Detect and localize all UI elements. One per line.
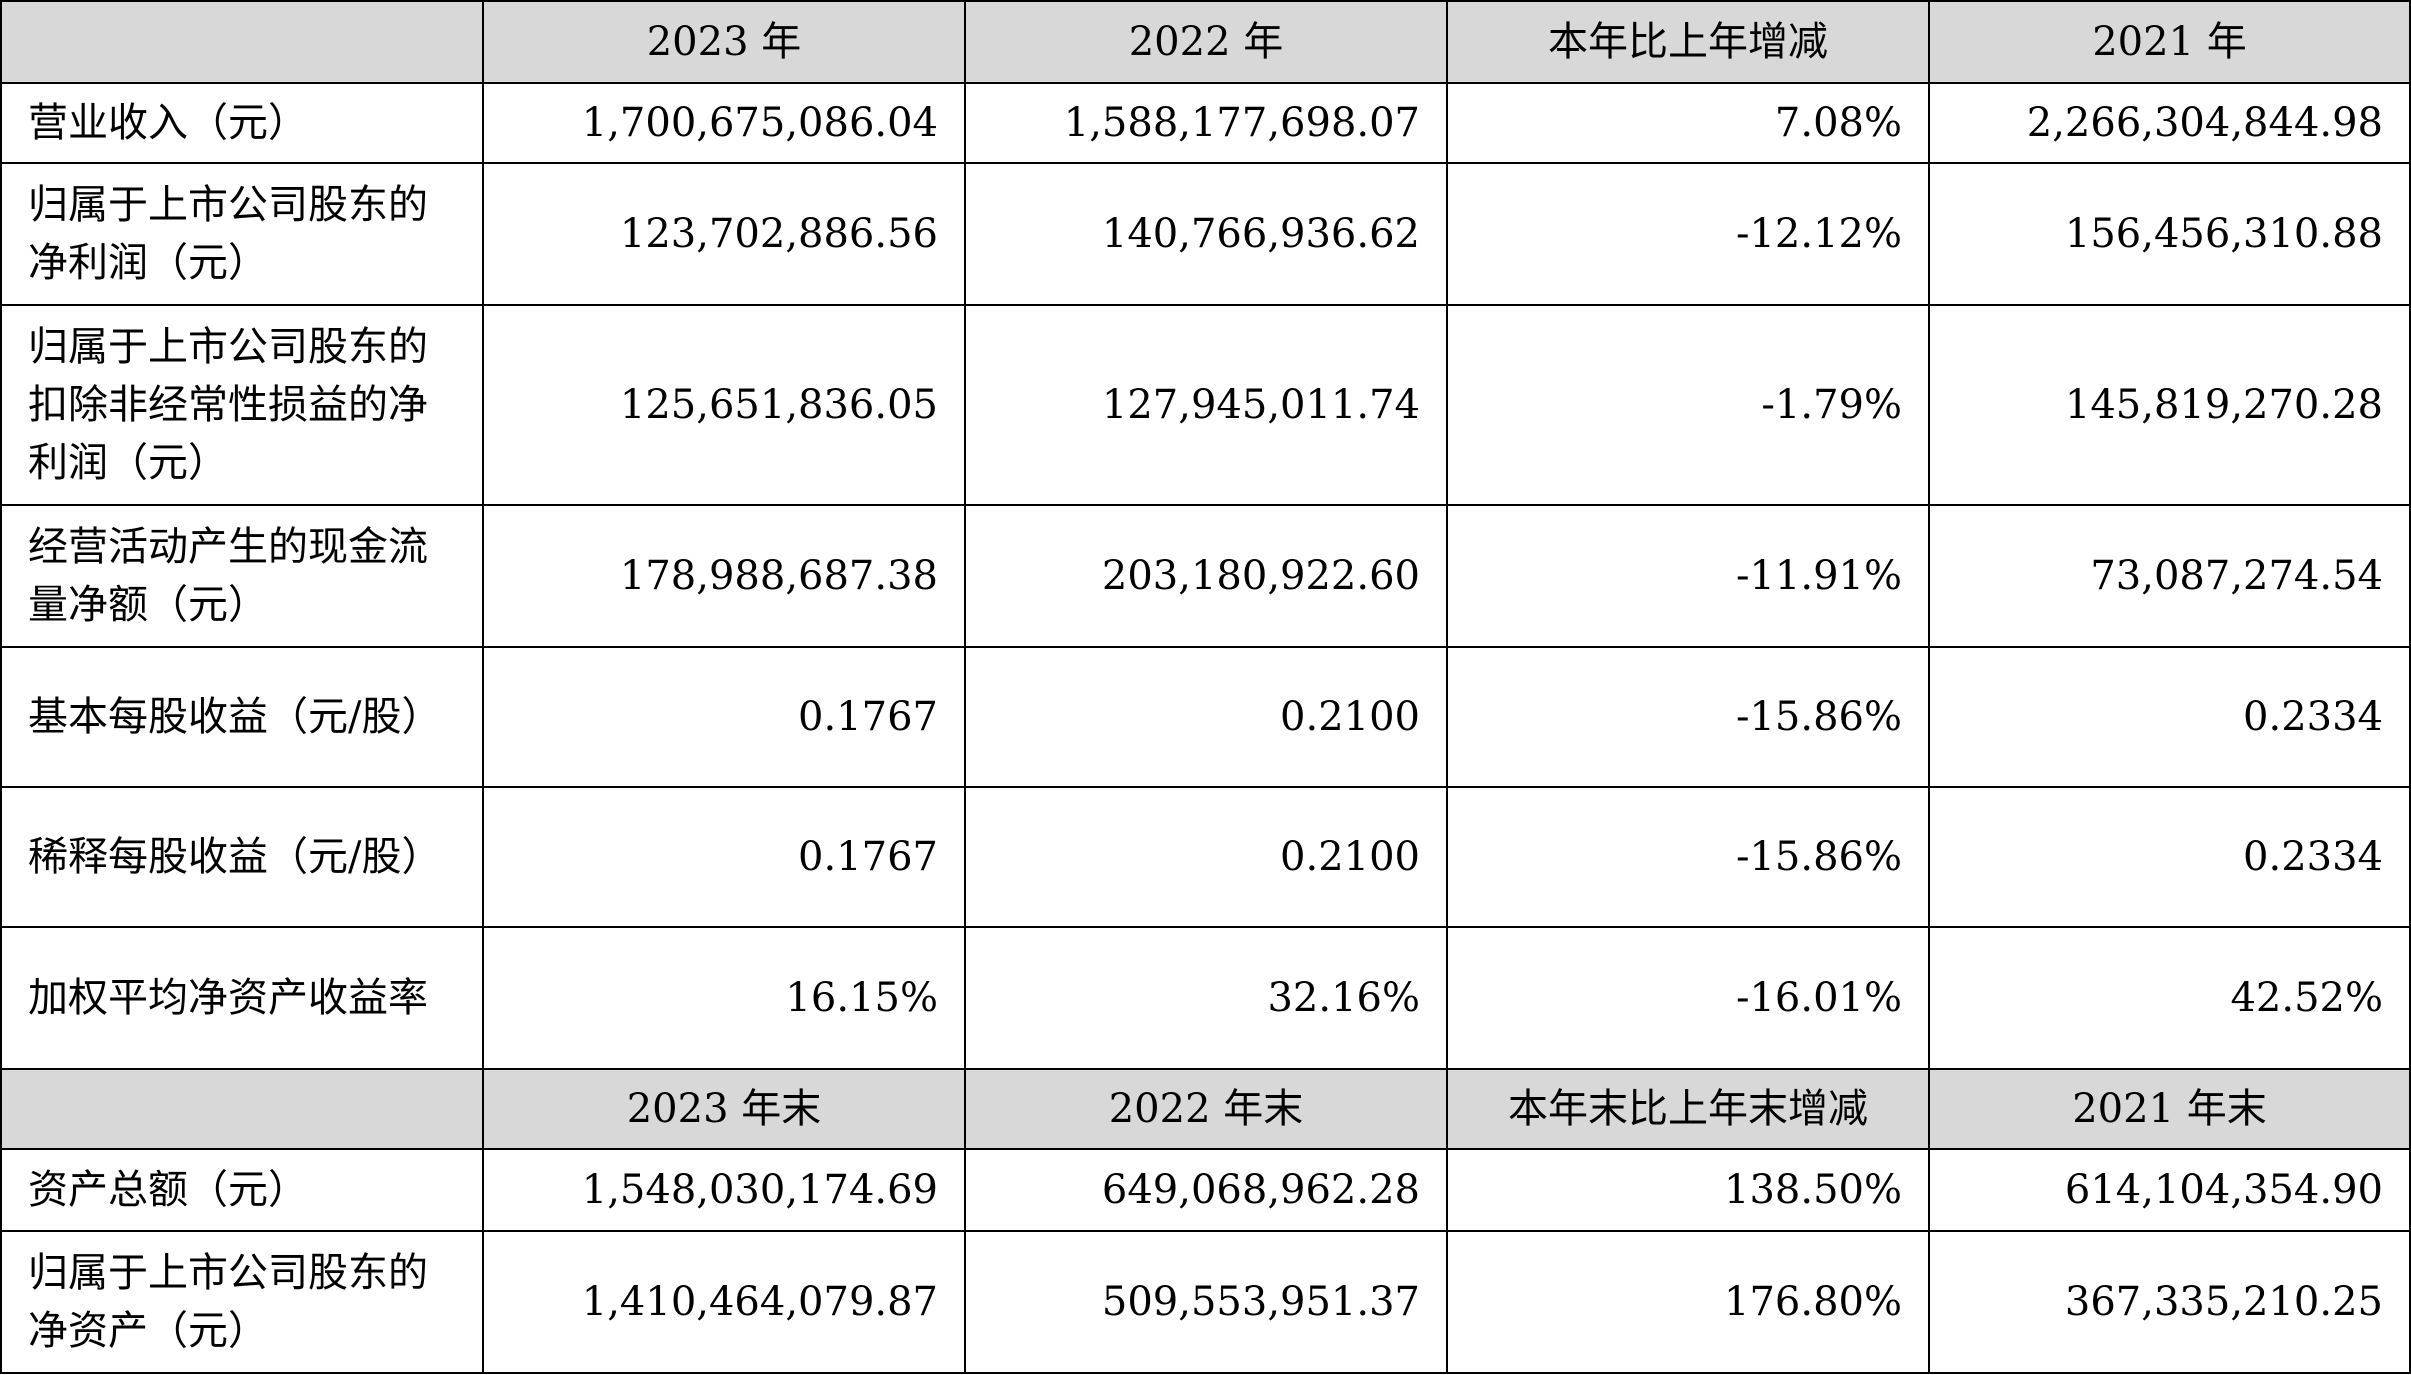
row-label: 营业收入（元） <box>0 82 484 164</box>
row-label: 基本每股收益（元/股） <box>0 646 484 788</box>
header-cell-2022: 2022 年 <box>964 0 1448 84</box>
row-label: 经营活动产生的现金流量净额（元） <box>0 504 484 648</box>
header-row-year-end: 2023 年末 2022 年末 本年末比上年末增减 2021 年末 <box>0 1068 2411 1150</box>
cell-value: 73,087,274.54 <box>1928 504 2411 648</box>
cell-value: 0.2334 <box>1928 786 2411 928</box>
header-cell-2022-end: 2022 年末 <box>964 1068 1448 1150</box>
cell-value: 138.50% <box>1446 1148 1930 1232</box>
cell-value: -15.86% <box>1446 786 1930 928</box>
table-row: 资产总额（元） 1,548,030,174.69 649,068,962.28 … <box>0 1148 2411 1232</box>
cell-value: 0.2100 <box>964 786 1448 928</box>
header-cell-2023-end: 2023 年末 <box>482 1068 966 1150</box>
cell-value: 649,068,962.28 <box>964 1148 1448 1232</box>
cell-value: 145,819,270.28 <box>1928 304 2411 506</box>
header-cell-blank <box>0 0 484 84</box>
table-row: 经营活动产生的现金流量净额（元） 178,988,687.38 203,180,… <box>0 504 2411 648</box>
header-cell-blank <box>0 1068 484 1150</box>
table-row: 归属于上市公司股东的扣除非经常性损益的净利润（元） 125,651,836.05… <box>0 304 2411 506</box>
table-row: 稀释每股收益（元/股） 0.1767 0.2100 -15.86% 0.2334 <box>0 786 2411 928</box>
row-label: 归属于上市公司股东的扣除非经常性损益的净利润（元） <box>0 304 484 506</box>
table-row: 加权平均净资产收益率 16.15% 32.16% -16.01% 42.52% <box>0 926 2411 1070</box>
row-label: 加权平均净资产收益率 <box>0 926 484 1070</box>
cell-value: 178,988,687.38 <box>482 504 966 648</box>
cell-value: 203,180,922.60 <box>964 504 1448 648</box>
cell-value: 125,651,836.05 <box>482 304 966 506</box>
cell-value: 32.16% <box>964 926 1448 1070</box>
header-cell-change: 本年比上年增减 <box>1446 0 1930 84</box>
cell-value: 42.52% <box>1928 926 2411 1070</box>
cell-value: -12.12% <box>1446 162 1930 306</box>
cell-value: 2,266,304,844.98 <box>1928 82 2411 164</box>
cell-value: 0.2334 <box>1928 646 2411 788</box>
row-label: 归属于上市公司股东的净利润（元） <box>0 162 484 306</box>
cell-value: 156,456,310.88 <box>1928 162 2411 306</box>
header-cell-2023: 2023 年 <box>482 0 966 84</box>
header-cell-change-end: 本年末比上年末增减 <box>1446 1068 1930 1150</box>
table-row: 归属于上市公司股东的净利润（元） 123,702,886.56 140,766,… <box>0 162 2411 306</box>
header-row-years: 2023 年 2022 年 本年比上年增减 2021 年 <box>0 0 2411 84</box>
cell-value: 0.1767 <box>482 786 966 928</box>
cell-value: 127,945,011.74 <box>964 304 1448 506</box>
cell-value: 0.2100 <box>964 646 1448 788</box>
cell-value: -1.79% <box>1446 304 1930 506</box>
table-row: 归属于上市公司股东的净资产（元） 1,410,464,079.87 509,55… <box>0 1230 2411 1374</box>
row-label: 归属于上市公司股东的净资产（元） <box>0 1230 484 1374</box>
header-cell-2021: 2021 年 <box>1928 0 2411 84</box>
cell-value: 1,588,177,698.07 <box>964 82 1448 164</box>
cell-value: 367,335,210.25 <box>1928 1230 2411 1374</box>
row-label: 稀释每股收益（元/股） <box>0 786 484 928</box>
cell-value: 1,548,030,174.69 <box>482 1148 966 1232</box>
cell-value: 7.08% <box>1446 82 1930 164</box>
cell-value: 176.80% <box>1446 1230 1930 1374</box>
cell-value: 123,702,886.56 <box>482 162 966 306</box>
cell-value: 1,700,675,086.04 <box>482 82 966 164</box>
cell-value: 0.1767 <box>482 646 966 788</box>
cell-value: 140,766,936.62 <box>964 162 1448 306</box>
cell-value: -15.86% <box>1446 646 1930 788</box>
table-row: 营业收入（元） 1,700,675,086.04 1,588,177,698.0… <box>0 82 2411 164</box>
row-label: 资产总额（元） <box>0 1148 484 1232</box>
header-cell-2021-end: 2021 年末 <box>1928 1068 2411 1150</box>
cell-value: 16.15% <box>482 926 966 1070</box>
cell-value: 614,104,354.90 <box>1928 1148 2411 1232</box>
cell-value: 1,410,464,079.87 <box>482 1230 966 1374</box>
cell-value: -16.01% <box>1446 926 1930 1070</box>
table-row: 基本每股收益（元/股） 0.1767 0.2100 -15.86% 0.2334 <box>0 646 2411 788</box>
cell-value: -11.91% <box>1446 504 1930 648</box>
cell-value: 509,553,951.37 <box>964 1230 1448 1374</box>
